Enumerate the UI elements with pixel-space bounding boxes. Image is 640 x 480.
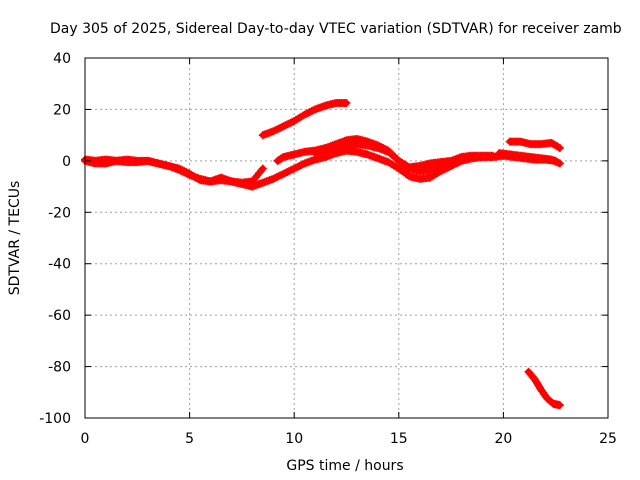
axis-ticks: 0 5 10 15 20 25 -100 -80 -60 -40 -20 0 20 40	[39, 51, 617, 447]
data-point	[283, 168, 292, 176]
y-tick-label: 40	[53, 51, 71, 67]
data-point	[291, 163, 300, 172]
y-tick-label: -40	[48, 257, 71, 273]
x-axis-title: GPS time / hours	[286, 458, 403, 474]
data-point	[269, 127, 278, 136]
data-point	[403, 163, 412, 172]
data-point	[281, 121, 290, 130]
data-point	[309, 106, 318, 115]
data-point	[279, 169, 288, 178]
data-point	[295, 162, 304, 170]
y-tick-label: -100	[39, 411, 71, 427]
data-point	[304, 108, 313, 117]
y-tick-label: -20	[48, 205, 71, 221]
data-point	[342, 99, 351, 107]
data-point	[277, 170, 286, 179]
data-point	[286, 166, 295, 175]
x-tick-label: 0	[81, 431, 90, 447]
data-point	[307, 107, 316, 116]
data-point	[276, 171, 285, 180]
x-tick-label: 10	[285, 431, 303, 447]
data-point	[269, 174, 278, 183]
y-tick-label: -80	[48, 360, 71, 376]
series-arc-6	[505, 137, 564, 152]
data-point	[284, 167, 293, 176]
data-point	[276, 123, 285, 132]
data-point	[298, 160, 307, 169]
chart-title: Day 305 of 2025, Sidereal Day-to-day VTE…	[50, 21, 622, 37]
data-point	[403, 171, 412, 179]
x-tick-label: 20	[494, 431, 512, 447]
data-point	[300, 110, 309, 119]
data-point	[281, 168, 290, 177]
x-tick-label: 5	[185, 431, 194, 447]
data-point	[290, 164, 299, 173]
series-arc-3	[258, 99, 351, 140]
series-arc-8	[524, 367, 564, 410]
data-point	[272, 173, 281, 182]
series-arc-5	[311, 140, 466, 176]
data-point	[178, 167, 187, 176]
plot-frame	[84, 57, 609, 419]
data-point	[555, 401, 564, 410]
y-tick-label: 20	[53, 102, 71, 118]
data-point	[271, 174, 280, 182]
y-tick-label: -60	[48, 308, 71, 324]
data-point	[279, 122, 288, 131]
data-point	[283, 120, 292, 129]
y-axis-title: SDTVAR / TECUs	[7, 181, 23, 296]
data-point	[258, 164, 267, 173]
data-point	[305, 108, 314, 116]
data-point	[297, 161, 306, 170]
data-point	[555, 159, 564, 168]
data-point	[288, 165, 297, 174]
data-point	[274, 124, 283, 133]
data-point	[180, 168, 189, 177]
series-arc-7	[495, 149, 564, 168]
data-point	[271, 126, 280, 135]
x-tick-label: 25	[599, 431, 617, 447]
data-points	[81, 99, 564, 410]
data-point	[182, 169, 191, 178]
data-point	[555, 144, 564, 152]
data-point	[274, 172, 283, 181]
data-point	[272, 125, 281, 134]
data-point	[183, 170, 192, 179]
data-point	[277, 123, 286, 131]
data-point	[488, 151, 497, 160]
data-point	[176, 166, 185, 175]
data-point	[175, 165, 184, 174]
data-point	[302, 109, 311, 118]
data-point	[286, 118, 295, 127]
data-point	[293, 162, 302, 171]
y-tick-label: 0	[62, 154, 71, 170]
data-point	[284, 119, 293, 128]
x-tick-label: 15	[390, 431, 408, 447]
data-point	[457, 155, 466, 164]
data-point	[554, 143, 563, 152]
